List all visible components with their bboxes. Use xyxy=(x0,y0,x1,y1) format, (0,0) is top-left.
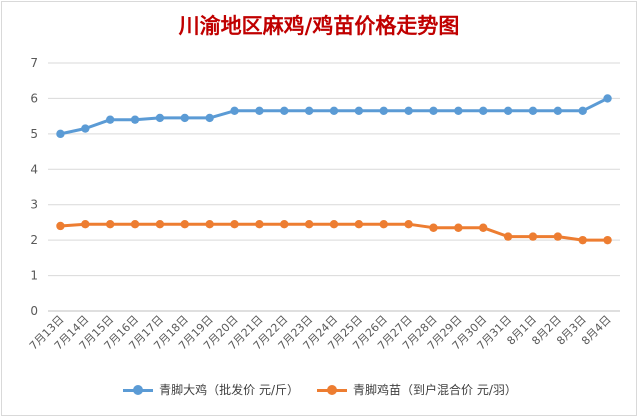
data-point-1 xyxy=(404,220,413,229)
data-point-0 xyxy=(503,106,513,116)
legend-swatch-big-chicken xyxy=(123,384,154,396)
data-point-0 xyxy=(105,115,115,124)
data-point-1 xyxy=(528,232,538,241)
data-point-1 xyxy=(454,223,463,232)
data-point-0 xyxy=(404,106,413,116)
data-point-1 xyxy=(354,220,364,229)
data-point-1 xyxy=(578,235,587,245)
data-point-0 xyxy=(230,106,239,116)
data-point-0 xyxy=(578,106,587,116)
y-tick-label: 1 xyxy=(30,269,38,283)
data-point-0 xyxy=(56,129,65,139)
legend: 青脚大鸡（批发价 元/斤） 青脚鸡苗（到户混合价 元/羽） xyxy=(0,381,640,398)
data-point-1 xyxy=(479,223,488,232)
y-tick-label: 3 xyxy=(30,198,38,212)
data-point-1 xyxy=(255,220,264,229)
data-point-1 xyxy=(503,232,513,241)
data-point-1 xyxy=(230,220,239,229)
legend-item-chick[interactable]: 青脚鸡苗（到户混合价 元/羽） xyxy=(317,381,517,398)
y-tick-label: 0 xyxy=(30,304,38,318)
data-point-1 xyxy=(603,235,612,245)
y-axis: 0 1 2 3 4 5 6 7 xyxy=(30,56,38,318)
legend-label-chick: 青脚鸡苗（到户混合价 元/羽） xyxy=(353,383,517,397)
y-tick-label: 2 xyxy=(30,233,38,247)
data-point-1 xyxy=(81,220,90,229)
data-point-1 xyxy=(105,220,115,229)
data-point-0 xyxy=(528,106,538,116)
chart-title: 川渝地区麻鸡/鸡苗价格走势图 xyxy=(178,13,460,38)
data-point-0 xyxy=(479,106,488,116)
data-point-1 xyxy=(304,220,314,229)
data-point-0 xyxy=(205,113,214,123)
legend-label-big-chicken: 青脚大鸡（批发价 元/斤） xyxy=(159,383,299,397)
data-point-1 xyxy=(155,220,165,229)
data-point-0 xyxy=(553,106,563,116)
series-layer xyxy=(56,94,612,245)
legend-swatch-chick xyxy=(317,384,347,396)
data-point-0 xyxy=(81,124,90,133)
data-point-0 xyxy=(603,94,612,103)
data-point-0 xyxy=(329,106,339,116)
y-tick-label: 7 xyxy=(30,56,38,70)
data-point-0 xyxy=(180,113,189,123)
data-point-0 xyxy=(155,113,165,123)
data-point-0 xyxy=(304,106,314,116)
data-point-0 xyxy=(429,106,438,116)
data-point-1 xyxy=(429,223,438,232)
legend-item-big-chicken[interactable]: 青脚大鸡（批发价 元/斤） xyxy=(123,381,299,398)
series-line-0 xyxy=(58,96,610,136)
y-tick-label: 4 xyxy=(30,162,38,176)
data-point-0 xyxy=(255,106,264,116)
data-point-0 xyxy=(454,106,463,116)
data-point-1 xyxy=(56,221,65,231)
data-point-0 xyxy=(379,106,388,116)
data-point-0 xyxy=(130,115,140,124)
data-point-1 xyxy=(180,220,189,229)
data-point-1 xyxy=(130,220,140,229)
data-point-1 xyxy=(329,220,339,229)
data-point-0 xyxy=(354,106,364,116)
data-point-1 xyxy=(379,220,388,229)
data-point-1 xyxy=(280,220,289,229)
data-point-1 xyxy=(205,220,214,229)
data-point-0 xyxy=(280,106,289,116)
y-tick-label: 5 xyxy=(30,127,38,141)
y-tick-label: 6 xyxy=(30,91,38,105)
x-axis: 7月13日7月14日7月15日7月16日7月17日7月18日7月19日7月20日… xyxy=(27,313,614,353)
data-point-1 xyxy=(553,232,563,241)
gridlines xyxy=(48,62,620,312)
